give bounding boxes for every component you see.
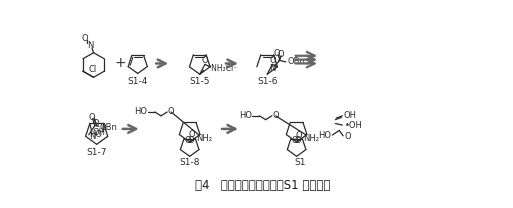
Text: S1-8: S1-8 [180,158,200,167]
Text: •OH: •OH [345,121,363,130]
Text: O: O [274,49,281,58]
Text: ⁺NH₂Cl⁻: ⁺NH₂Cl⁻ [207,64,238,73]
Text: N: N [269,64,276,73]
Text: S1-5: S1-5 [189,77,210,87]
Text: O: O [188,136,194,145]
Text: N: N [89,132,96,141]
Text: OBn: OBn [287,57,305,66]
Text: HO: HO [89,130,102,139]
Text: O: O [278,50,284,59]
Text: +: + [115,56,127,71]
Text: 图4   以环戊二烯为原料的S1 合成路线: 图4 以环戊二烯为原料的S1 合成路线 [195,179,330,192]
Text: O: O [272,110,279,120]
Text: HO: HO [134,108,147,116]
Text: S1-6: S1-6 [257,77,278,87]
Text: S1-7: S1-7 [86,148,107,157]
Text: O: O [185,136,191,145]
Text: O: O [189,130,195,139]
Text: O: O [89,113,95,122]
Text: HO: HO [239,111,252,120]
Text: O: O [168,107,174,116]
Text: O: O [295,136,301,145]
Text: O: O [292,136,299,145]
Text: Cl: Cl [88,65,96,74]
Text: NH₂: NH₂ [303,134,319,143]
Text: S1-4: S1-4 [128,77,148,86]
Text: S1: S1 [295,158,306,167]
Text: O: O [295,131,302,140]
Text: O: O [202,56,208,65]
Text: HO: HO [319,131,331,140]
Text: O: O [345,132,351,141]
Text: O: O [82,34,88,43]
Text: OH: OH [343,111,356,120]
Text: O: O [269,56,275,65]
Text: OBn: OBn [100,123,117,132]
Text: OH: OH [93,128,106,137]
Text: N: N [87,41,94,50]
Text: O: O [92,119,99,128]
Text: NH₂: NH₂ [196,134,212,143]
